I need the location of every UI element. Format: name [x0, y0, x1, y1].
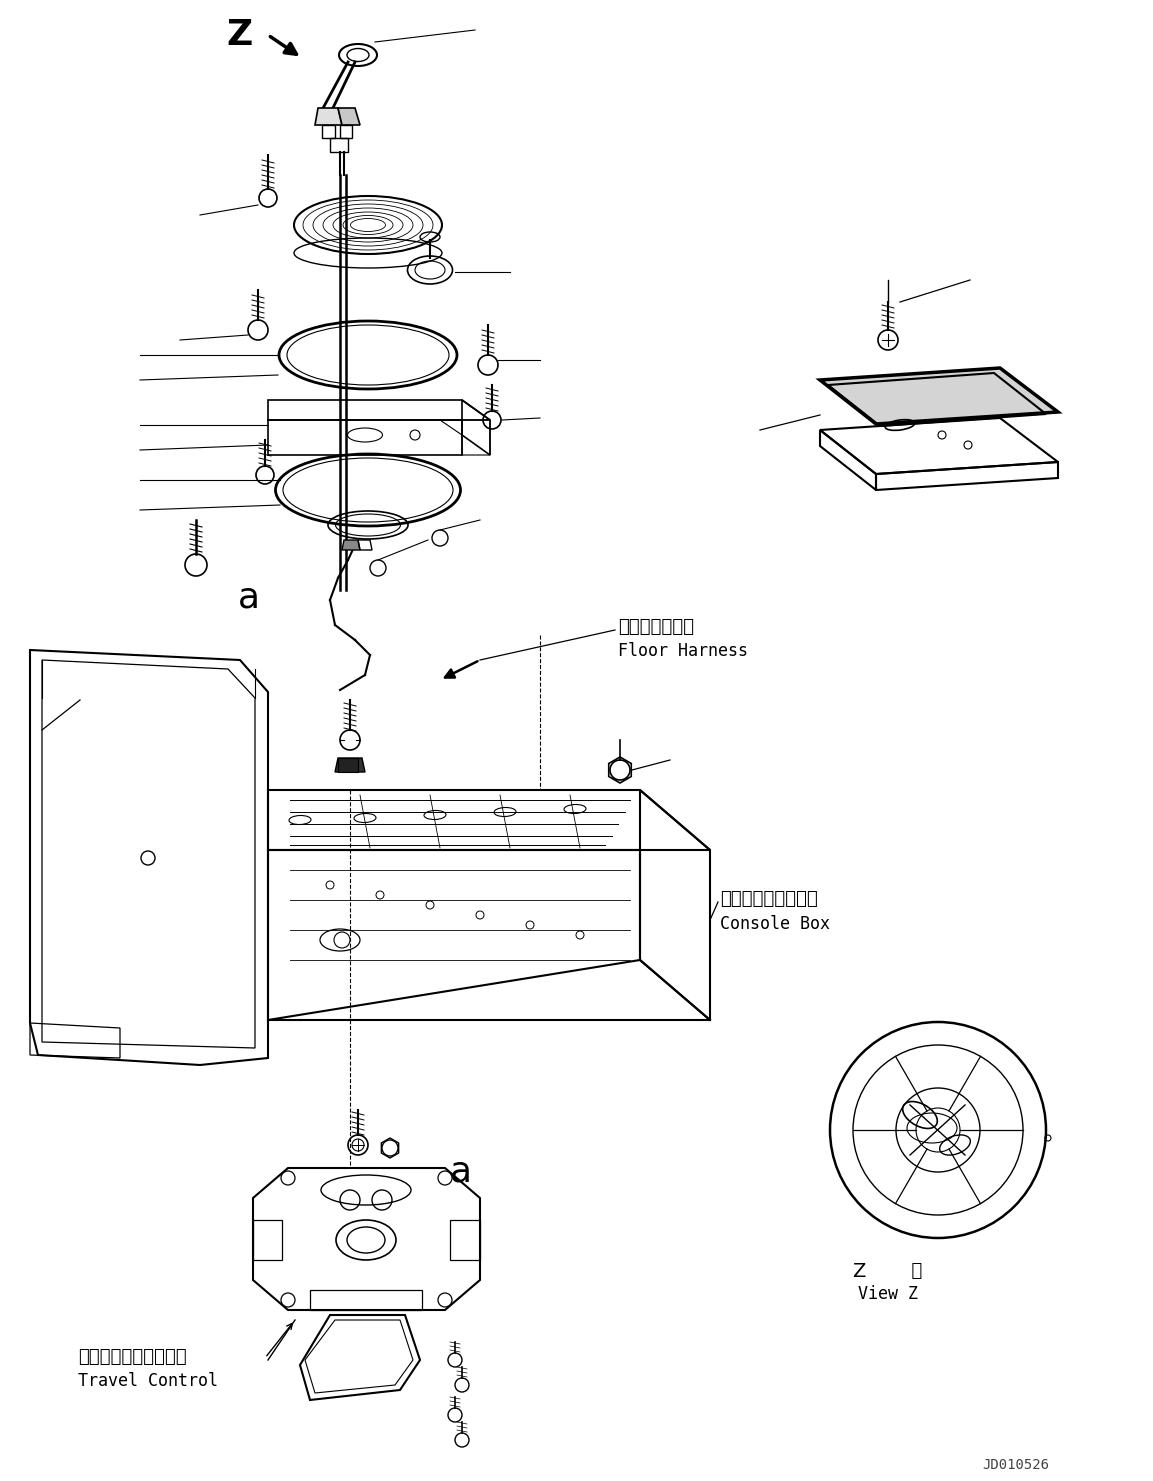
Polygon shape	[338, 758, 357, 772]
Text: Floor Harness: Floor Harness	[618, 641, 748, 661]
Text: フロアハーネス: フロアハーネス	[618, 618, 694, 635]
Polygon shape	[338, 108, 360, 124]
Text: Z: Z	[226, 18, 253, 52]
Text: a: a	[238, 581, 259, 615]
Polygon shape	[342, 541, 360, 549]
Polygon shape	[336, 758, 366, 772]
Text: Travel Control: Travel Control	[78, 1371, 218, 1391]
Text: View Z: View Z	[858, 1286, 918, 1303]
Text: コンソールボックス: コンソールボックス	[719, 890, 817, 908]
Text: Z: Z	[852, 1262, 866, 1281]
Text: a: a	[450, 1155, 472, 1189]
Text: トラベルコントロール: トラベルコントロール	[78, 1348, 187, 1365]
Polygon shape	[315, 108, 342, 124]
Text: Console Box: Console Box	[719, 915, 830, 933]
Text: 視: 視	[868, 1262, 922, 1280]
Polygon shape	[820, 367, 1058, 424]
Text: JD010526: JD010526	[982, 1457, 1049, 1472]
